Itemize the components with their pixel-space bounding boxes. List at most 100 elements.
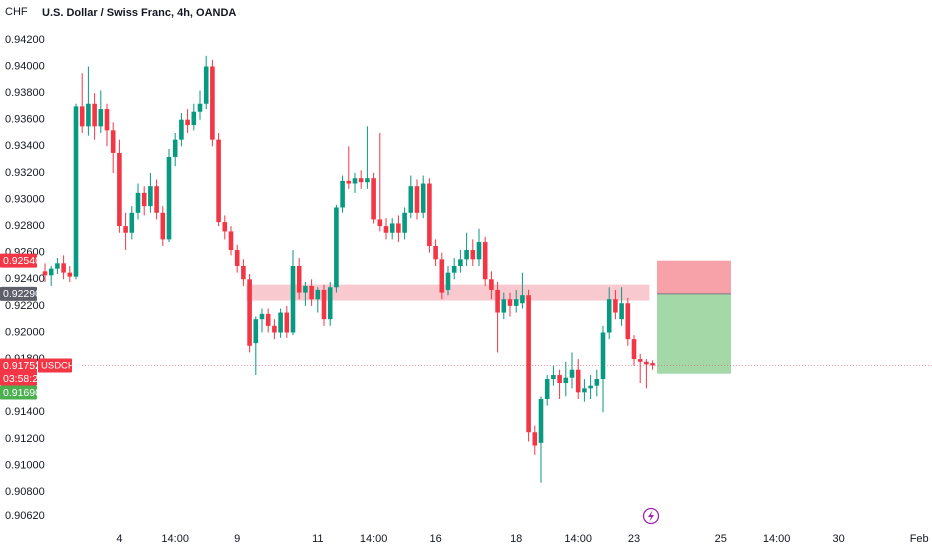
candle-body [433,246,438,260]
y-tick-label: 0.93400 [5,140,45,152]
candle-body [296,265,302,293]
y-tick-label: 0.93200 [5,167,45,179]
candle-body [371,178,376,220]
candle-body [470,250,476,260]
chart-title: U.S. Dollar / Swiss Franc, 4h, OANDA [42,7,236,19]
candle-body [203,66,209,104]
candle-body [334,207,339,288]
candle-body [129,212,135,233]
candle-body [303,285,308,293]
candle-body [358,178,364,183]
x-tick-label: 23 [628,533,640,545]
y-tick-label: 0.91200 [5,433,45,445]
candle-body [278,312,283,333]
candle-body [507,299,513,306]
candle-body [606,299,612,333]
candle-body [414,186,420,213]
candle-body [228,231,234,251]
candle-body [185,119,190,126]
symbol-box [38,358,72,373]
candle-body [191,111,197,126]
candle-body [458,259,463,266]
candle-body [346,180,352,184]
axes: 0.94200 0.94000 0.93800 0.93600 0.93400 0.932… [0,34,929,545]
candle-body [588,385,593,389]
candle-body [222,222,228,232]
candle-body [600,332,606,380]
y-tick-label: 0.94200 [5,34,45,46]
y-tick-label: 0.93800 [5,87,45,99]
candle-body [644,361,649,365]
candle-body [520,295,525,304]
candle-body [619,303,624,320]
x-tick-label: 16 [429,533,441,545]
candle-body [55,263,60,269]
x-tick-label: 18 [510,533,522,545]
candle-body [123,226,128,233]
candle-body [637,359,643,362]
replay-icon[interactable] [642,507,660,525]
candle-body [464,250,469,260]
candle-body [445,272,451,290]
y-tick-label: 0.92400 [5,273,45,285]
candle-body [79,106,85,127]
candle-body [365,178,370,183]
candle-body [247,279,252,346]
candle-body [172,139,178,157]
entry-tag-box [0,286,37,301]
candle-body [42,271,48,276]
candle-body [197,103,203,112]
candle-body [290,265,296,333]
candle-body [104,109,110,131]
target-box [657,293,731,374]
candle-body [321,289,327,320]
candle-body [98,109,104,127]
candle-body [544,379,550,399]
candle-body [513,299,519,306]
candle-body [73,106,79,277]
candle-body [265,313,271,326]
stop-tag-box [0,253,37,268]
x-tick-label: 11 [312,533,323,545]
y-tick-label: 0.92200 [5,300,45,312]
candle-body [166,156,172,240]
candle-body [439,259,445,293]
candle-body [210,66,215,140]
candle-body [383,226,389,233]
x-tick-label: 14:00 [763,533,791,545]
x-tick-label: 30 [832,533,844,545]
candle-body [575,369,581,393]
candles [42,55,655,483]
candle-body [451,265,457,273]
candle-body [234,250,240,266]
target-tag-box [0,385,37,400]
candle-body [551,375,556,380]
candle-body [495,289,500,313]
candle-body [352,178,358,184]
x-tick-label: 14:00 [161,533,189,545]
candle-body [631,339,637,360]
candle-body [309,285,314,300]
y-tick-label: 0.93600 [5,114,45,126]
candle-body [148,186,153,207]
candle-body [563,377,569,384]
stop-box [657,260,731,294]
candle-body [135,192,141,213]
y-tick-label: 0.91000 [5,459,45,471]
candle-body [396,223,401,233]
candle-body [327,287,333,320]
candle-body [259,313,265,320]
candle-body [284,312,290,333]
candle-body [216,139,221,223]
candle-body [569,369,575,378]
candle-body [117,152,122,227]
candle-body [489,279,494,290]
target-tag-label: 0.91690 [3,387,41,399]
candle-body [377,219,383,227]
y-tick-label: 0.94000 [5,60,45,72]
candle-body [315,289,321,300]
x-tick-label: 14:00 [564,533,592,545]
candle-body [408,186,414,213]
